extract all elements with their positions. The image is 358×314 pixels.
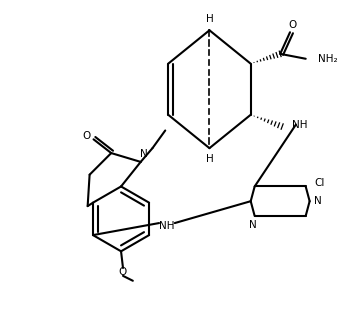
Text: O: O xyxy=(83,131,91,141)
Text: N: N xyxy=(140,149,147,159)
Text: NH₂: NH₂ xyxy=(318,54,337,64)
Text: NH: NH xyxy=(292,120,308,130)
Text: NH: NH xyxy=(159,221,175,231)
Text: H: H xyxy=(205,14,213,24)
Text: H: H xyxy=(205,154,213,164)
Text: N: N xyxy=(314,196,321,206)
Text: O: O xyxy=(289,20,297,30)
Text: Cl: Cl xyxy=(314,177,325,187)
Text: O: O xyxy=(118,267,126,277)
Text: N: N xyxy=(249,220,257,230)
